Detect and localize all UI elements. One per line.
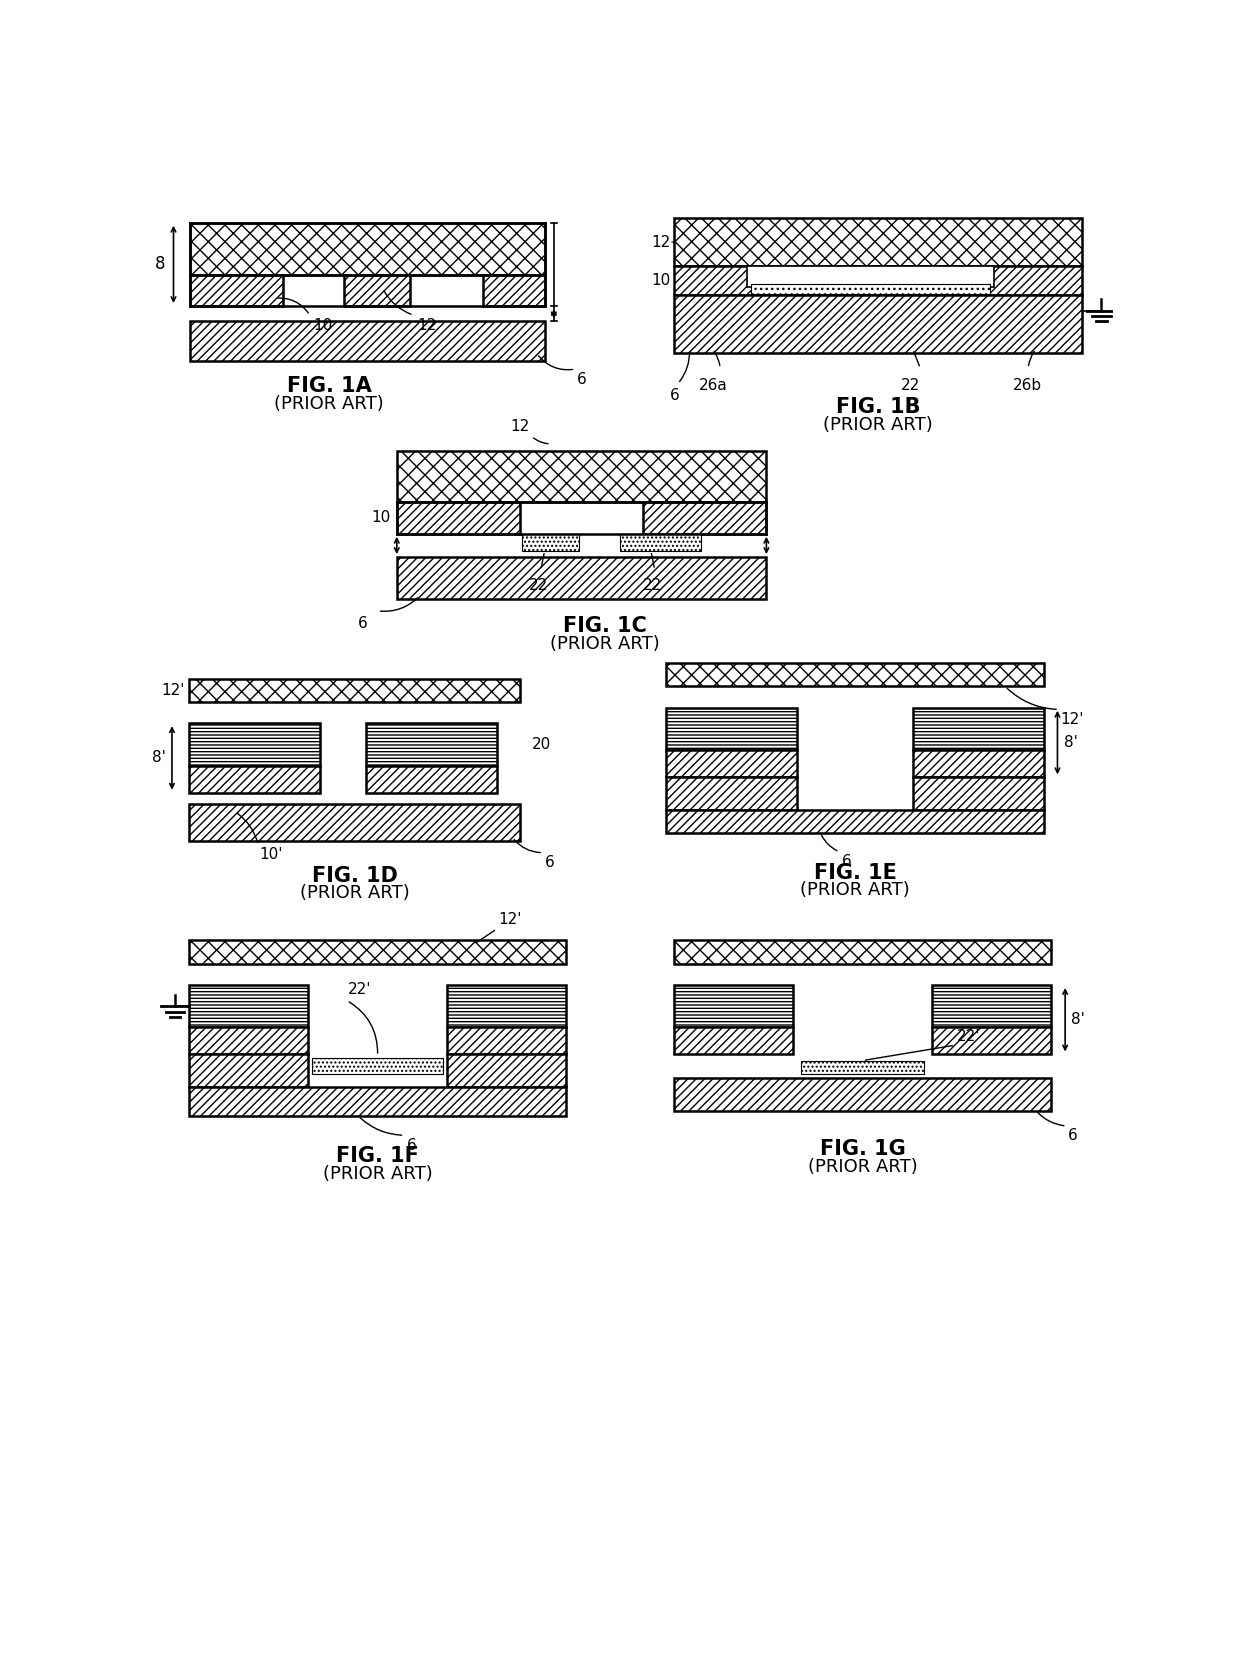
Bar [644,501,766,533]
Bar [188,723,320,766]
Text: FIG. 1A: FIG. 1A [286,376,372,396]
Text: 12: 12 [651,235,670,250]
Text: (PRIOR ART): (PRIOR ART) [300,884,409,902]
Bar [397,501,520,533]
Text: (PRIOR ART): (PRIOR ART) [322,1166,433,1182]
Bar [751,285,990,293]
Bar [666,750,797,776]
Text: 20: 20 [532,736,551,751]
Bar [484,275,544,305]
Text: 6: 6 [1068,1127,1078,1142]
Bar [932,984,1052,1028]
Text: 6: 6 [407,1137,417,1152]
Text: 12: 12 [510,419,529,434]
Bar [675,941,1052,964]
Text: 26b: 26b [1013,379,1042,394]
Text: FIG. 1C: FIG. 1C [563,615,646,636]
Text: 22: 22 [644,579,662,592]
Text: 26a: 26a [698,379,728,394]
Bar [191,322,544,362]
Bar [191,223,544,275]
Bar [675,218,1083,267]
Bar [188,1028,309,1055]
Text: FIG. 1D: FIG. 1D [311,865,397,885]
Text: 6: 6 [842,854,852,869]
Bar [748,267,993,287]
Bar [620,533,701,550]
Bar [666,776,797,810]
Text: 6: 6 [577,372,587,387]
Bar [675,984,794,1028]
Text: (PRIOR ART): (PRIOR ART) [800,882,910,899]
Bar [366,766,497,793]
Bar [446,1055,567,1087]
Text: FIG. 1F: FIG. 1F [336,1145,419,1166]
Bar [397,557,766,599]
Bar [666,662,1044,686]
Bar [675,267,1083,295]
Text: 10: 10 [372,510,391,525]
Text: (PRIOR ART): (PRIOR ART) [823,416,932,434]
Text: 10: 10 [314,317,332,332]
Text: 22': 22' [956,1028,980,1043]
Text: 8': 8' [1071,1013,1085,1028]
Text: 6: 6 [358,615,367,631]
Bar [913,776,1044,810]
Bar [345,275,410,305]
Text: (PRIOR ART): (PRIOR ART) [807,1157,918,1176]
Bar [446,984,567,1028]
Bar [188,679,520,701]
Bar [188,805,520,842]
Bar [675,1078,1052,1110]
Text: 8: 8 [155,255,166,273]
Bar [188,984,309,1028]
Text: 22: 22 [529,579,548,592]
Text: (PRIOR ART): (PRIOR ART) [274,394,384,413]
Bar [312,1058,443,1073]
Text: 12: 12 [418,317,436,332]
Text: FIG. 1E: FIG. 1E [813,862,897,882]
Bar [366,723,497,766]
Text: 10: 10 [651,273,670,288]
Bar [191,275,283,305]
Bar [522,533,579,550]
Bar [446,1028,567,1055]
Bar [188,941,567,964]
Text: 8': 8' [153,750,166,765]
Text: 22: 22 [901,379,920,394]
Bar [188,766,320,793]
Text: 12': 12' [161,683,185,698]
Text: 8': 8' [1064,735,1078,750]
Bar [666,810,1044,833]
Bar [397,451,766,501]
Bar [913,750,1044,776]
Text: FIG. 1G: FIG. 1G [820,1139,905,1159]
Text: 6: 6 [670,387,680,402]
Bar [188,1055,309,1087]
Bar [666,708,797,750]
Text: 6: 6 [544,855,554,870]
Bar [675,295,1083,352]
Text: 10': 10' [259,847,283,862]
Text: 12': 12' [498,912,522,927]
Text: (PRIOR ART): (PRIOR ART) [549,636,660,652]
Bar [188,1087,567,1115]
Bar [913,708,1044,750]
Text: FIG. 1B: FIG. 1B [836,397,920,418]
Bar [932,1028,1052,1055]
Bar [801,1060,924,1075]
Bar [675,1028,794,1055]
Text: 22': 22' [348,981,372,996]
Text: 12': 12' [1060,711,1084,726]
